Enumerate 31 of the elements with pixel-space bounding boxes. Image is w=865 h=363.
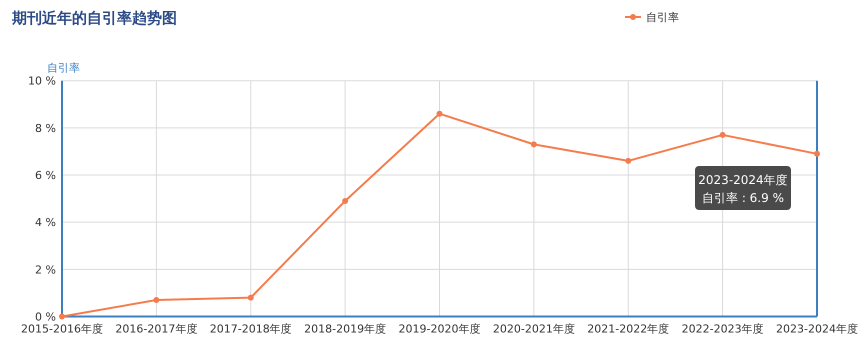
point [720,132,726,138]
y-tick-label: 8 % [35,122,56,135]
y-tick-label: 0 % [35,310,56,324]
y-tick-label: 4 % [35,216,56,230]
x-tick-label: 2018-2019年度 [304,322,386,336]
x-tick-label: 2015-2016年度 [21,322,103,336]
x-tick-label: 2019-2020年度 [398,322,480,336]
annotation: 自引率 : 6.9 % [702,191,784,205]
x-tick-label: 2022-2023年度 [682,322,764,336]
legend: 自引率 [625,11,679,24]
x-tick-label: 2016-2017年度 [115,322,198,336]
legend-label: 自引率 [646,11,679,24]
point [59,314,65,320]
y-tick-label: 10 % [28,74,56,88]
x-tick-label: 2017-2018年度 [210,322,292,336]
chart-title: 期刊近年的自引率趋势图 [11,9,177,27]
point [814,150,820,157]
point [530,141,537,148]
point [153,296,160,303]
point [625,158,632,164]
x-tick-label: 2021-2022年度 [587,322,670,336]
point [436,110,442,117]
y-tick-label: 6 % [35,169,56,182]
annotation: 2023-2024年度 [698,173,788,187]
point [342,198,348,204]
x-tick-label: 2023-2024年度 [776,322,858,336]
x-tick-label: 2020-2021年度 [492,322,575,336]
y-axis-title: 自引率 [47,62,80,75]
tooltip: 2023-2024年度 自引率 : 6.9 % [695,166,791,210]
point [248,294,254,301]
y-tick-label: 2 % [35,263,56,276]
